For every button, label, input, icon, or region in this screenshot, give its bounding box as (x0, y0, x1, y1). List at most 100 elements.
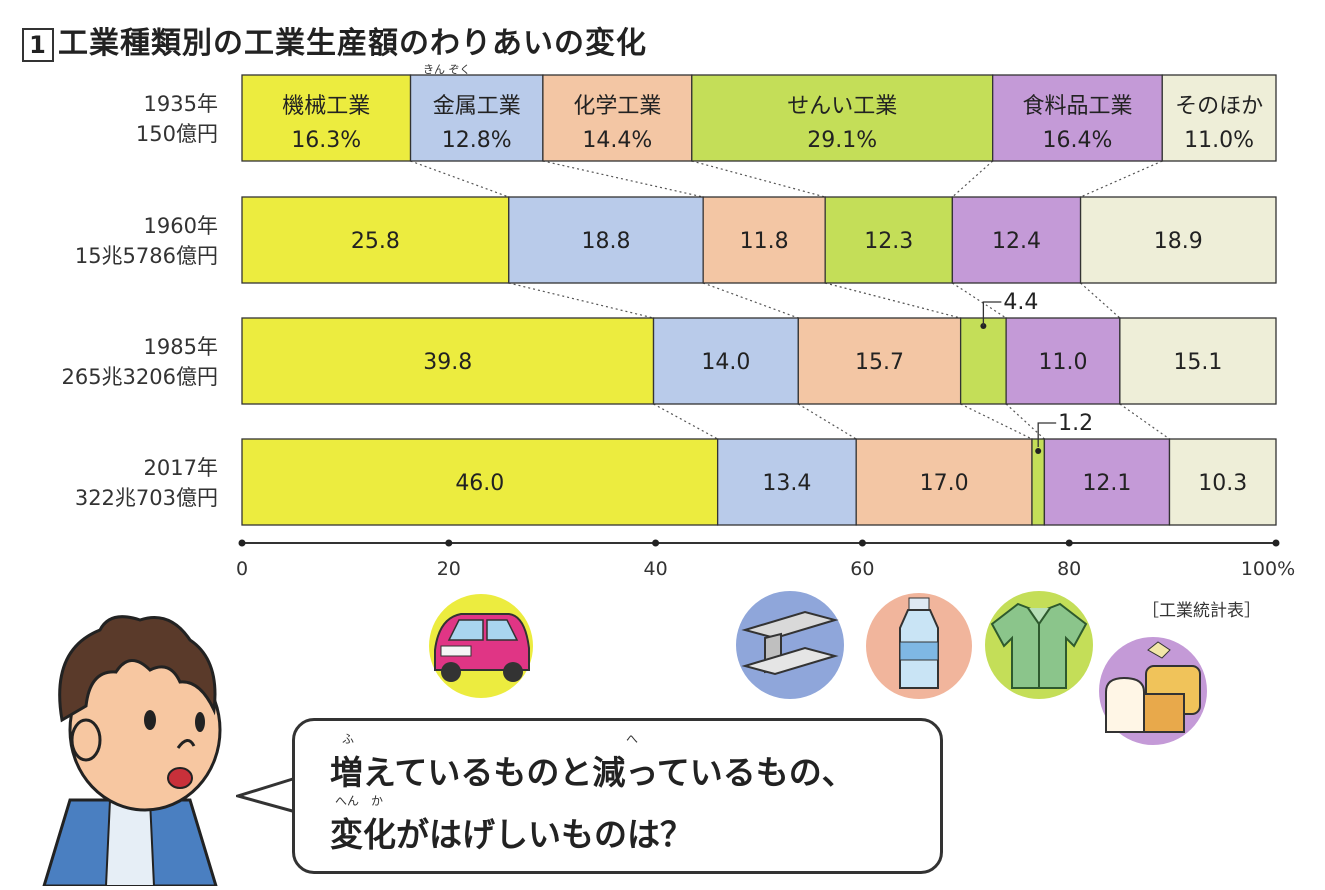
bread-icon (1098, 636, 1208, 746)
source-label: ［工業統計表］ (1142, 601, 1261, 621)
segment-value-label: 46.0 (455, 471, 504, 496)
segment-value-label: 11.8 (740, 229, 789, 254)
bar-segment (241, 317, 655, 405)
ruby-fu: ふ (342, 732, 355, 746)
shirt-icon (984, 590, 1094, 700)
segment-value-label: 4.4 (1003, 290, 1038, 315)
segment-name-label: 食料品工業 (1022, 94, 1132, 119)
connector-line (691, 160, 826, 198)
row-year-label: 1935年 (144, 92, 218, 116)
segment-value-label: 16.3% (291, 128, 361, 153)
segment-value-label: 1.2 (1058, 411, 1093, 436)
connector-line (825, 282, 961, 319)
segment-value-label: 17.0 (920, 471, 969, 496)
connector-line (960, 403, 1033, 440)
bar-segment (1043, 438, 1171, 526)
row-total-label: 15兆5786億円 (75, 244, 218, 268)
connector-line (508, 282, 654, 319)
row-year-label: 1960年 (144, 214, 218, 238)
connector-line (1119, 403, 1170, 440)
segment-name-label: 金属工業 (433, 94, 521, 119)
callout-dot (1035, 448, 1042, 454)
connector-line (952, 282, 1007, 319)
x-tick-label: 80 (1057, 558, 1081, 580)
segment-value-label: 12.1 (1082, 471, 1131, 496)
segment-value-label: 18.9 (1154, 229, 1203, 254)
bar-segment (241, 196, 510, 284)
x-tick-dot (1272, 539, 1280, 547)
segment-value-label: 39.8 (423, 350, 472, 375)
connector-line (1080, 282, 1121, 319)
segment-value-label: 11.0 (1039, 350, 1088, 375)
bar-segment (1161, 74, 1277, 162)
segment-value-label: 14.4% (582, 128, 652, 153)
bar-segment (716, 438, 857, 526)
bar-segment (855, 438, 1033, 526)
connector-line (1080, 160, 1163, 198)
plastic-bottle-icon (864, 592, 974, 700)
speech-bubble-tail (236, 776, 297, 814)
segment-value-label: 12.3 (864, 229, 913, 254)
segment-name-label: 化学工業 (573, 94, 661, 119)
x-tick-label: 40 (644, 558, 668, 580)
steel-beam-icon (735, 590, 845, 700)
bar-segment (409, 74, 544, 162)
bar-segment (959, 317, 1007, 405)
bar-segment (1079, 196, 1277, 284)
x-tick-label: 0 (236, 558, 248, 580)
ruby-he: へ (626, 732, 639, 746)
boy-character-illustration (30, 610, 230, 890)
bar-segment (702, 196, 826, 284)
segment-value-label: 14.0 (701, 350, 750, 375)
bar-segment (241, 74, 412, 162)
connector-line (797, 403, 857, 440)
connector-line (1005, 403, 1045, 440)
bar-segment (992, 74, 1163, 162)
car-icon (421, 588, 541, 698)
stacked-bar-chart: 1935年 150億円 1960年 15兆5786億円 1985年 265兆3206億円 2… (61, 63, 1295, 580)
segment-value-label: 11.0% (1184, 128, 1254, 153)
bar-segment (1119, 317, 1277, 405)
x-tick-dot (238, 539, 246, 547)
speech-bubble-text: 増えているものと減っているもの、 変化がはげしいものは？ (330, 742, 855, 866)
segment-value-label: 29.1% (807, 128, 877, 153)
page-title: 1 工業種類別の工業生産額のわりあいの変化 (22, 18, 647, 62)
bar-segment (1005, 317, 1121, 405)
callout-line (982, 301, 1002, 326)
segment-name-label: 機械工業 (282, 94, 370, 119)
segment-value-label: 13.4 (762, 471, 811, 496)
segment-name-label: そのほか (1175, 94, 1263, 119)
bar-segment (797, 317, 962, 405)
ruby-kinzoku-label: きん ぞく (423, 63, 471, 76)
connector-line (702, 282, 799, 319)
callout-line (1037, 422, 1057, 447)
segment-value-label: 25.8 (351, 229, 400, 254)
connector-line (951, 160, 994, 198)
title-number: 1 (22, 28, 54, 62)
segment-value-label: 12.4 (992, 229, 1041, 254)
bar-segment (1168, 438, 1277, 526)
x-tick-dot (445, 539, 453, 547)
bar-segment (824, 196, 954, 284)
bubble-line-2: 変化がはげしいものは？ (330, 815, 693, 854)
row-total-label: 322兆703億円 (75, 486, 218, 510)
connector-line (410, 160, 509, 198)
x-tick-dot (1065, 539, 1073, 547)
segment-value-label: 16.4% (1043, 128, 1113, 153)
row-year-label: 2017年 (144, 456, 218, 480)
bar-segment (652, 317, 799, 405)
segment-name-label: せんい工業 (787, 94, 897, 119)
row-total-label: 265兆3206億円 (61, 365, 218, 389)
segment-value-label: 15.1 (1173, 350, 1222, 375)
bubble-line-1: 増えているものと減っているもの、 (330, 753, 855, 792)
segment-value-label: 10.3 (1198, 471, 1247, 496)
x-tick-dot (858, 539, 866, 547)
bar-segment (542, 74, 693, 162)
x-tick-label: 100% (1241, 558, 1295, 580)
title-text: 工業種類別の工業生産額のわりあいの変化 (58, 26, 647, 61)
x-tick-dot (652, 539, 660, 547)
row-total-label: 150億円 (136, 122, 218, 146)
segment-value-label: 12.8% (442, 128, 512, 153)
speech-bubble (292, 718, 943, 874)
segment-value-label: 15.7 (855, 350, 904, 375)
